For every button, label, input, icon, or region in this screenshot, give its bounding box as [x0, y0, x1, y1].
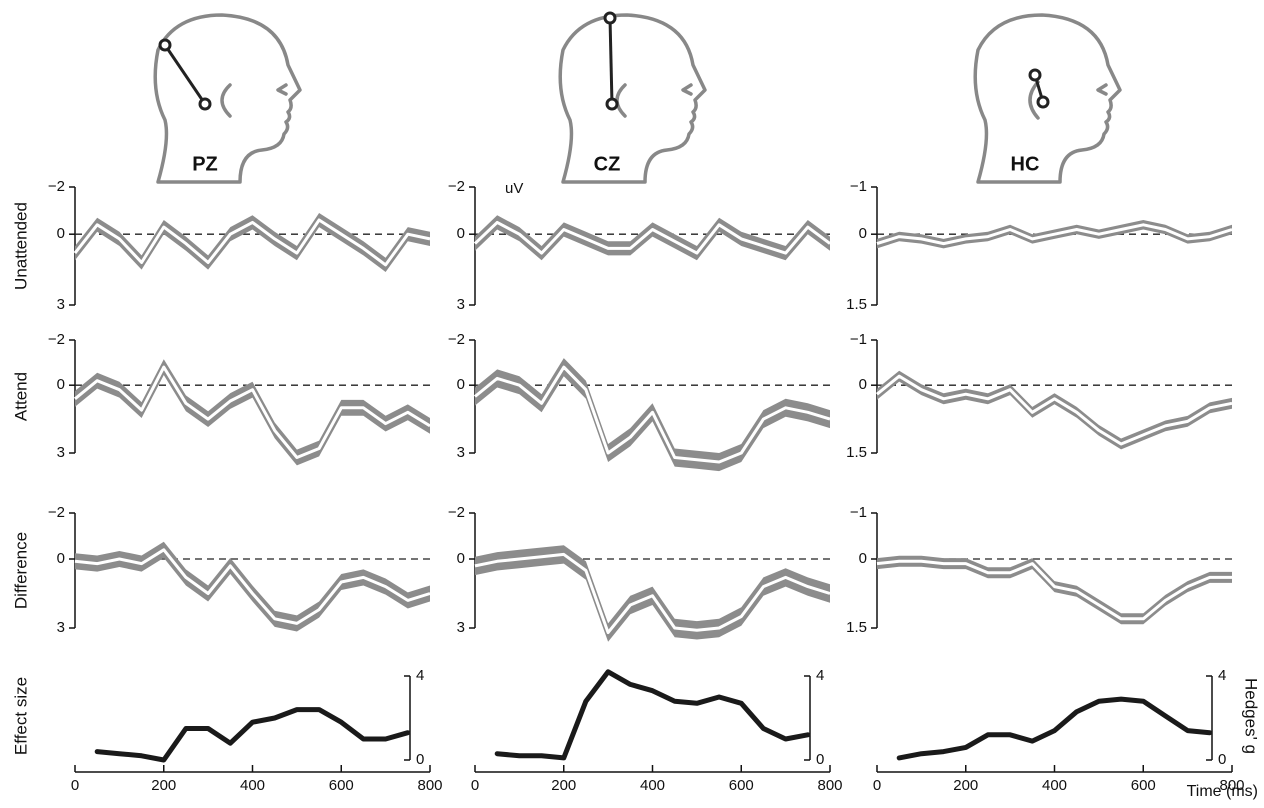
x-tick-label: 600: [729, 777, 754, 794]
effect-tick-label: 0: [416, 751, 424, 768]
y-tick-label: 0: [859, 550, 867, 567]
y-tick-label: 3: [457, 619, 465, 636]
effect-tick-label: 0: [816, 751, 824, 768]
x-tick-label: 400: [240, 777, 265, 794]
error-band: [75, 541, 430, 632]
effect-label: Hedges' g: [1242, 678, 1261, 754]
x-tick-label: 400: [640, 777, 665, 794]
x-tick-label: 0: [471, 777, 479, 794]
y-tick-label: 0: [859, 376, 867, 393]
x-axis-label: Time (ms): [1187, 783, 1258, 800]
effect-line: [94, 707, 411, 763]
y-tick-label: −2: [448, 504, 465, 521]
row-label: Unattended: [11, 202, 30, 290]
mean-line: [876, 374, 1233, 446]
mean-line: [474, 552, 831, 635]
mean-line: [473, 220, 831, 255]
x-tick-label: 600: [1131, 777, 1156, 794]
y-tick-label: 3: [57, 444, 65, 461]
effect-tick-label: 0: [1218, 751, 1226, 768]
y-tick-label: −2: [448, 178, 465, 195]
error-band: [75, 359, 430, 466]
mean-line: [876, 223, 1233, 246]
error-band: [475, 215, 830, 261]
y-tick-label: 3: [457, 444, 465, 461]
x-tick-label: 800: [417, 777, 442, 794]
effect-tick-label: 4: [816, 667, 824, 684]
y-tick-label: 0: [57, 550, 65, 567]
y-tick-label: 1.5: [846, 619, 867, 636]
head-diagrams: [153, 11, 1122, 184]
electrode-label: CZ: [594, 153, 621, 175]
y-tick-label: 1.5: [846, 296, 867, 313]
effect-tick-label: 4: [416, 667, 424, 684]
y-tick-label: 1.5: [846, 444, 867, 461]
y-tick-label: −1: [850, 178, 867, 195]
effect-label: Effect size: [11, 677, 30, 755]
mean-line: [74, 365, 431, 459]
y-tick-label: 0: [57, 225, 65, 242]
head-pz: [153, 13, 302, 184]
x-tick-label: 200: [151, 777, 176, 794]
row-label: Difference: [11, 532, 30, 609]
effect-line: [494, 669, 811, 761]
x-tick-label: 0: [873, 777, 881, 794]
electrode-label: HC: [1011, 153, 1040, 175]
head-hc: [973, 13, 1122, 184]
effect-tick-label: 4: [1218, 667, 1226, 684]
y-tick-label: 0: [457, 376, 465, 393]
y-tick-label: 3: [457, 296, 465, 313]
x-tick-label: 0: [71, 777, 79, 794]
y-tick-label: −2: [48, 504, 65, 521]
x-tick-label: 200: [953, 777, 978, 794]
head-cz: [558, 11, 707, 184]
y-tick-label: 3: [57, 296, 65, 313]
error-band: [475, 545, 830, 642]
x-tick-label: 400: [1042, 777, 1067, 794]
y-tick-label: −2: [48, 178, 65, 195]
mean-line: [73, 218, 431, 267]
y-tick-label: −1: [850, 504, 867, 521]
y-tick-label: −1: [850, 331, 867, 348]
electrode-label: PZ: [192, 153, 218, 175]
y-tick-label: 3: [57, 619, 65, 636]
x-tick-label: 200: [551, 777, 576, 794]
mean-line: [876, 559, 1232, 621]
mean-line: [74, 548, 431, 625]
y-tick-label: −2: [48, 331, 65, 348]
y-tick-label: 0: [57, 376, 65, 393]
x-tick-label: 800: [817, 777, 842, 794]
mean-line: [474, 365, 831, 464]
row-label: Attend: [11, 372, 30, 421]
unit-label: uV: [505, 180, 523, 197]
error-band: [877, 370, 1232, 450]
y-tick-label: 0: [457, 225, 465, 242]
x-tick-label: 800: [1219, 777, 1244, 794]
y-tick-label: −2: [448, 331, 465, 348]
y-tick-label: 0: [859, 225, 867, 242]
effect-line: [896, 696, 1213, 761]
y-tick-label: 0: [457, 550, 465, 567]
error-band: [877, 555, 1232, 625]
x-tick-label: 600: [329, 777, 354, 794]
